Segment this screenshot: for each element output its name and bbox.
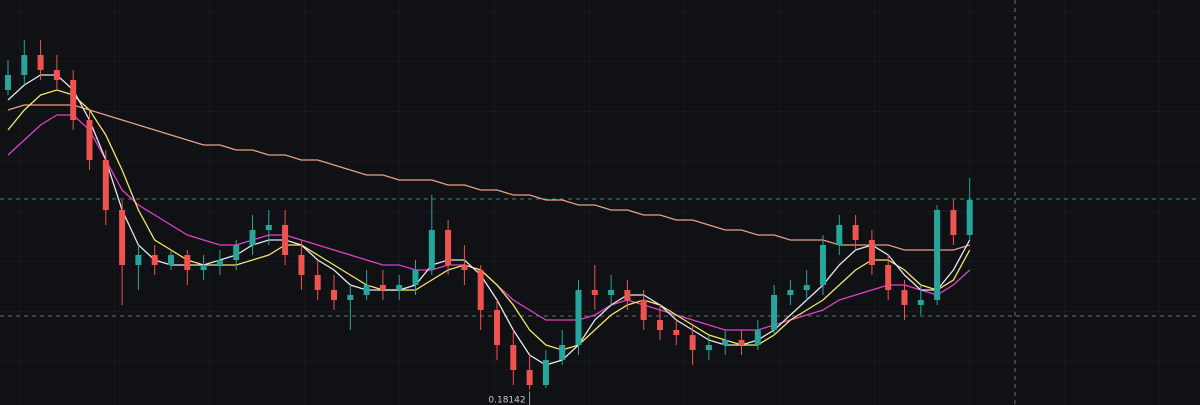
candle-body xyxy=(591,290,598,295)
candle-body xyxy=(673,330,680,335)
candle-body xyxy=(559,345,566,360)
candle-body xyxy=(885,265,892,290)
candle-body xyxy=(803,285,810,290)
candle-body xyxy=(86,120,93,160)
candle-body xyxy=(200,265,207,270)
candle-body xyxy=(282,225,289,255)
candle-body xyxy=(70,80,77,120)
candle-body xyxy=(21,55,28,75)
candle-body xyxy=(771,295,778,330)
candle-body xyxy=(510,345,517,370)
candle-body xyxy=(102,160,109,210)
candle-body xyxy=(494,310,500,345)
candle-body xyxy=(754,330,761,345)
candle-body xyxy=(37,55,44,70)
low-price-label: 0.18142 xyxy=(488,396,525,405)
candle-body xyxy=(347,295,354,300)
candle-body xyxy=(852,225,859,240)
plot-area: 0.18142 xyxy=(5,40,973,405)
candle-body xyxy=(412,270,419,285)
candle-body xyxy=(917,300,924,305)
candle-body xyxy=(461,265,468,270)
ma-line xyxy=(7,104,970,251)
candle-body xyxy=(722,340,729,345)
candle-body xyxy=(135,255,142,265)
candle-body xyxy=(901,290,908,305)
candle-body xyxy=(705,345,712,350)
candle-body xyxy=(396,285,403,290)
candle-body xyxy=(428,230,435,270)
candle-body xyxy=(868,240,875,265)
candle-body xyxy=(966,200,973,235)
candle-body xyxy=(836,225,843,245)
candle-body xyxy=(608,290,615,295)
candle-body xyxy=(249,230,256,245)
candle-body xyxy=(298,255,305,275)
candle-body xyxy=(575,290,582,345)
candle-body xyxy=(445,230,452,265)
candle-body xyxy=(624,290,631,300)
candle-body xyxy=(331,290,337,300)
candle-body xyxy=(542,360,549,385)
candle-body xyxy=(151,255,158,265)
candle-body xyxy=(184,255,191,270)
candle-body xyxy=(233,245,240,260)
candle-body xyxy=(640,300,647,320)
candle-body xyxy=(526,370,533,385)
candle-body xyxy=(657,320,663,330)
candle-body xyxy=(119,210,126,265)
candle-body xyxy=(363,285,370,295)
candle-body xyxy=(787,290,794,295)
candle-body xyxy=(820,245,826,285)
candle-body xyxy=(53,70,60,80)
candle-body xyxy=(738,340,745,345)
candle-body xyxy=(379,285,386,290)
candle-body xyxy=(477,270,484,310)
candle-body xyxy=(168,255,174,265)
candle-body xyxy=(689,335,696,350)
candle-body xyxy=(5,75,11,90)
ma-line xyxy=(7,89,971,351)
candle-body xyxy=(314,275,321,290)
candle-body xyxy=(216,260,223,265)
candle-body xyxy=(950,210,957,235)
candle-body xyxy=(265,225,272,230)
candle-body xyxy=(934,210,941,300)
